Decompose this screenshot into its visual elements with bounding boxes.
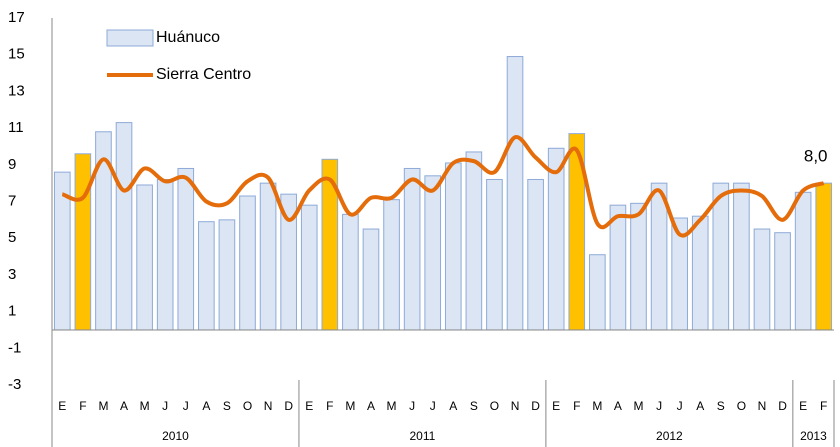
x-tick-label: J — [162, 399, 168, 413]
bar — [774, 232, 791, 331]
bar — [362, 228, 380, 331]
x-tick-label: S — [717, 399, 725, 413]
x-tick-label: M — [345, 399, 355, 413]
x-tick-label: D — [284, 399, 293, 413]
bar — [527, 178, 544, 331]
x-tick-label: M — [387, 399, 397, 413]
x-tick-label: A — [367, 399, 375, 413]
x-tick-label: J — [656, 399, 662, 413]
x-tick-label: M — [592, 399, 602, 413]
bar — [712, 182, 730, 331]
bar — [259, 182, 277, 331]
x-tick-label: M — [634, 399, 644, 413]
x-tick-label: A — [614, 399, 622, 413]
x-tick-label: S — [223, 399, 231, 413]
x-tick-label: F — [79, 399, 86, 413]
bar — [300, 204, 318, 331]
y-tick-label: -1 — [8, 339, 21, 356]
x-tick-label: O — [737, 399, 746, 413]
x-tick-label: A — [120, 399, 128, 413]
y-tick-label: 9 — [8, 156, 16, 173]
bar — [403, 167, 421, 331]
bar — [609, 204, 627, 331]
y-tick-label: 17 — [8, 9, 25, 26]
bar — [486, 178, 503, 331]
bar — [218, 219, 236, 331]
x-tick-label: J — [409, 399, 415, 413]
x-tick-label: N — [511, 399, 520, 413]
bar — [342, 213, 359, 331]
bar — [74, 153, 92, 331]
x-tick-label: A — [202, 399, 210, 413]
bar — [115, 122, 133, 331]
bar — [733, 182, 750, 331]
bar — [650, 182, 668, 331]
x-tick-label: A — [696, 399, 704, 413]
x-tick-label: D — [778, 399, 787, 413]
x-tick-label: N — [264, 399, 273, 413]
bar — [547, 147, 565, 331]
bar — [794, 191, 812, 331]
x-tick-label: M — [140, 399, 150, 413]
bar — [753, 228, 771, 331]
y-tick-label: 7 — [8, 192, 16, 209]
bar — [136, 184, 153, 331]
x-tick-label: O — [490, 399, 499, 413]
y-tick-label: 5 — [8, 229, 16, 246]
y-tick-label: 1 — [8, 303, 16, 320]
bar — [444, 162, 462, 331]
x-tick-label: E — [305, 399, 313, 413]
x-tick-label: A — [449, 399, 457, 413]
y-tick-label: 15 — [8, 46, 25, 63]
y-tick-label: -3 — [8, 376, 21, 393]
x-tick-label: F — [573, 399, 580, 413]
x-tick-label: E — [552, 399, 560, 413]
bar — [815, 182, 833, 331]
bar — [156, 178, 174, 331]
bar — [177, 167, 195, 331]
bar — [198, 221, 215, 331]
legend-label: Sierra Centro — [156, 66, 251, 83]
group-label: 2011 — [410, 429, 436, 443]
x-tick-label: N — [758, 399, 767, 413]
x-tick-label: O — [243, 399, 252, 413]
x-tick-label: M — [98, 399, 108, 413]
bar — [239, 195, 256, 331]
bar — [589, 254, 606, 331]
bar — [383, 199, 400, 331]
x-tick-label: J — [183, 399, 189, 413]
x-tick-label: S — [470, 399, 478, 413]
group-label: 2013 — [800, 429, 827, 443]
x-tick-label: E — [58, 399, 66, 413]
x-tick-label: F — [326, 399, 333, 413]
x-tick-label: J — [430, 399, 436, 413]
bar — [506, 56, 524, 331]
y-tick-label: 3 — [8, 266, 16, 283]
bar — [424, 175, 442, 331]
x-tick-label: J — [677, 399, 683, 413]
x-tick-label: E — [799, 399, 807, 413]
group-label: 2012 — [656, 429, 683, 443]
x-tick-label: F — [820, 399, 827, 413]
bar — [630, 202, 647, 331]
bar — [691, 215, 709, 331]
y-tick-label: 11 — [8, 119, 24, 136]
group-label: 2010 — [162, 429, 189, 443]
line — [61, 135, 825, 238]
x-tick-label: D — [531, 399, 540, 413]
legend-label: Huánuco — [156, 29, 220, 46]
legend-swatch — [106, 29, 154, 47]
data-label: 8,0 — [804, 147, 828, 166]
bar — [465, 151, 483, 331]
y-tick-label: 13 — [8, 82, 25, 99]
